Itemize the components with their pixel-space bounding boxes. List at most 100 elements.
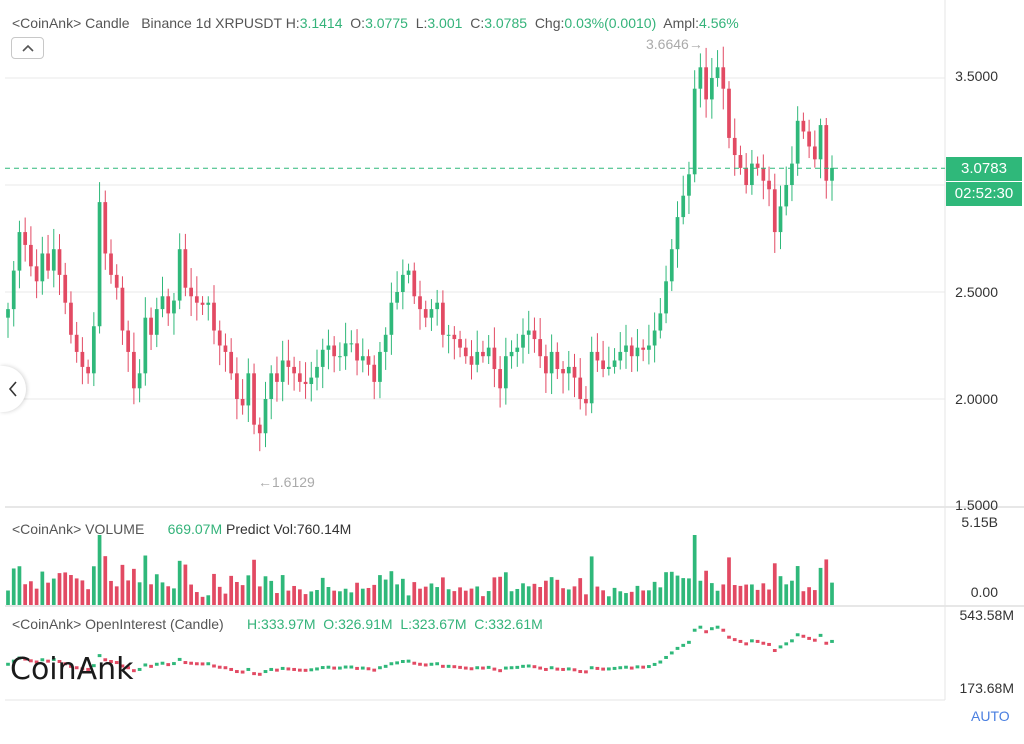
oi-candle [601, 667, 605, 671]
volume-bar [303, 594, 308, 605]
oi-candle [17, 656, 22, 660]
volume-bar [343, 588, 348, 605]
collapse-button[interactable] [11, 37, 44, 59]
oi-candle [692, 628, 697, 632]
price-candle [252, 373, 256, 425]
oi-candle [143, 663, 148, 667]
price-tick-label: 2.5000 [955, 284, 998, 300]
volume-bar [126, 580, 131, 605]
price-candle [269, 373, 274, 399]
volume-bar [63, 572, 68, 605]
oi-candle [172, 662, 176, 666]
price-candle [6, 309, 10, 318]
price-candle [721, 67, 726, 89]
low-annotation: ←1.6129 [258, 474, 315, 490]
auto-scale-button[interactable]: AUTO [971, 708, 1010, 724]
price-tick-label: 3.5000 [955, 68, 998, 84]
price-candle [515, 347, 520, 352]
volume-bar [263, 576, 268, 605]
volume-bar [235, 581, 239, 605]
oi-candle [618, 666, 623, 670]
price-candle [189, 287, 193, 297]
volume-bar [177, 560, 182, 605]
volume-bar [664, 572, 668, 605]
volume-bar [297, 589, 302, 605]
price-candle [423, 309, 428, 318]
volume-bar [698, 580, 703, 605]
oi-candle [515, 665, 520, 669]
price-candle [326, 345, 331, 350]
price-candle [303, 381, 308, 385]
oi-candle [63, 662, 68, 666]
oi-candle [778, 645, 783, 649]
volume-bar [463, 590, 468, 605]
price-candle [91, 326, 96, 374]
header-chg-label: Chg: [534, 15, 565, 31]
price-candle [767, 180, 771, 190]
oi-candle [183, 661, 188, 665]
oi-candle [818, 633, 823, 637]
volume-bar [172, 588, 176, 605]
oi-candle [503, 666, 508, 670]
oi-candle [97, 654, 102, 658]
oi-candle [578, 670, 583, 674]
price-candle [395, 292, 399, 303]
oi-candle [177, 657, 182, 661]
header-o-label: O: [350, 15, 366, 31]
oi-candle [360, 666, 365, 670]
price-candle [23, 232, 28, 245]
volume-bar [544, 580, 548, 605]
oi-candle [292, 667, 296, 671]
volume-bar [252, 559, 256, 605]
oi-candle [69, 664, 73, 668]
volume-bar [687, 578, 691, 605]
price-candle [292, 366, 296, 374]
volume-bar [469, 588, 474, 605]
price-candle [412, 270, 417, 297]
header-exchange: Binance 1d XRPUSDT [141, 15, 282, 31]
price-candle [126, 330, 131, 352]
price-candle [183, 249, 188, 288]
oi-candle [435, 662, 440, 666]
price-candle [698, 67, 703, 89]
oi-candle [235, 670, 239, 674]
price-candle [744, 167, 749, 185]
volume-bar [395, 584, 399, 605]
price-candle [584, 399, 588, 404]
header-l-label: L: [415, 15, 428, 31]
oi-candle [441, 664, 445, 668]
price-candle [109, 253, 113, 275]
price-candle [343, 343, 348, 357]
price-candle [280, 360, 285, 382]
price-candle [509, 351, 514, 357]
price-candle [692, 88, 697, 175]
oi-candle [160, 661, 165, 665]
volume-bar [429, 583, 434, 605]
price-candle [647, 345, 651, 350]
header-c-label: C: [470, 15, 485, 31]
price-candle [166, 296, 171, 314]
oi-candle [257, 672, 262, 676]
oi-candle [74, 666, 79, 670]
volume-axis-top: 5.15B [961, 514, 998, 530]
oi-candle [194, 662, 199, 666]
volume-bar [349, 592, 354, 605]
oi-candle [80, 667, 85, 671]
price-candle [320, 349, 325, 367]
volume-bar [606, 596, 611, 605]
volume-title: <CoinAnk> VOLUME [12, 521, 145, 537]
price-candle [257, 424, 262, 434]
volume-bar [309, 591, 314, 605]
price-candle [349, 343, 354, 345]
volume-bar [23, 584, 28, 605]
oi-candle [34, 660, 39, 664]
volume-bar [486, 591, 491, 605]
price-candle [532, 330, 537, 340]
volume-bar [412, 582, 417, 605]
volume-bar [767, 589, 771, 605]
price-candle [240, 399, 245, 406]
price-candle [69, 302, 73, 335]
volume-bar [389, 571, 394, 605]
volume-bar [229, 575, 234, 605]
